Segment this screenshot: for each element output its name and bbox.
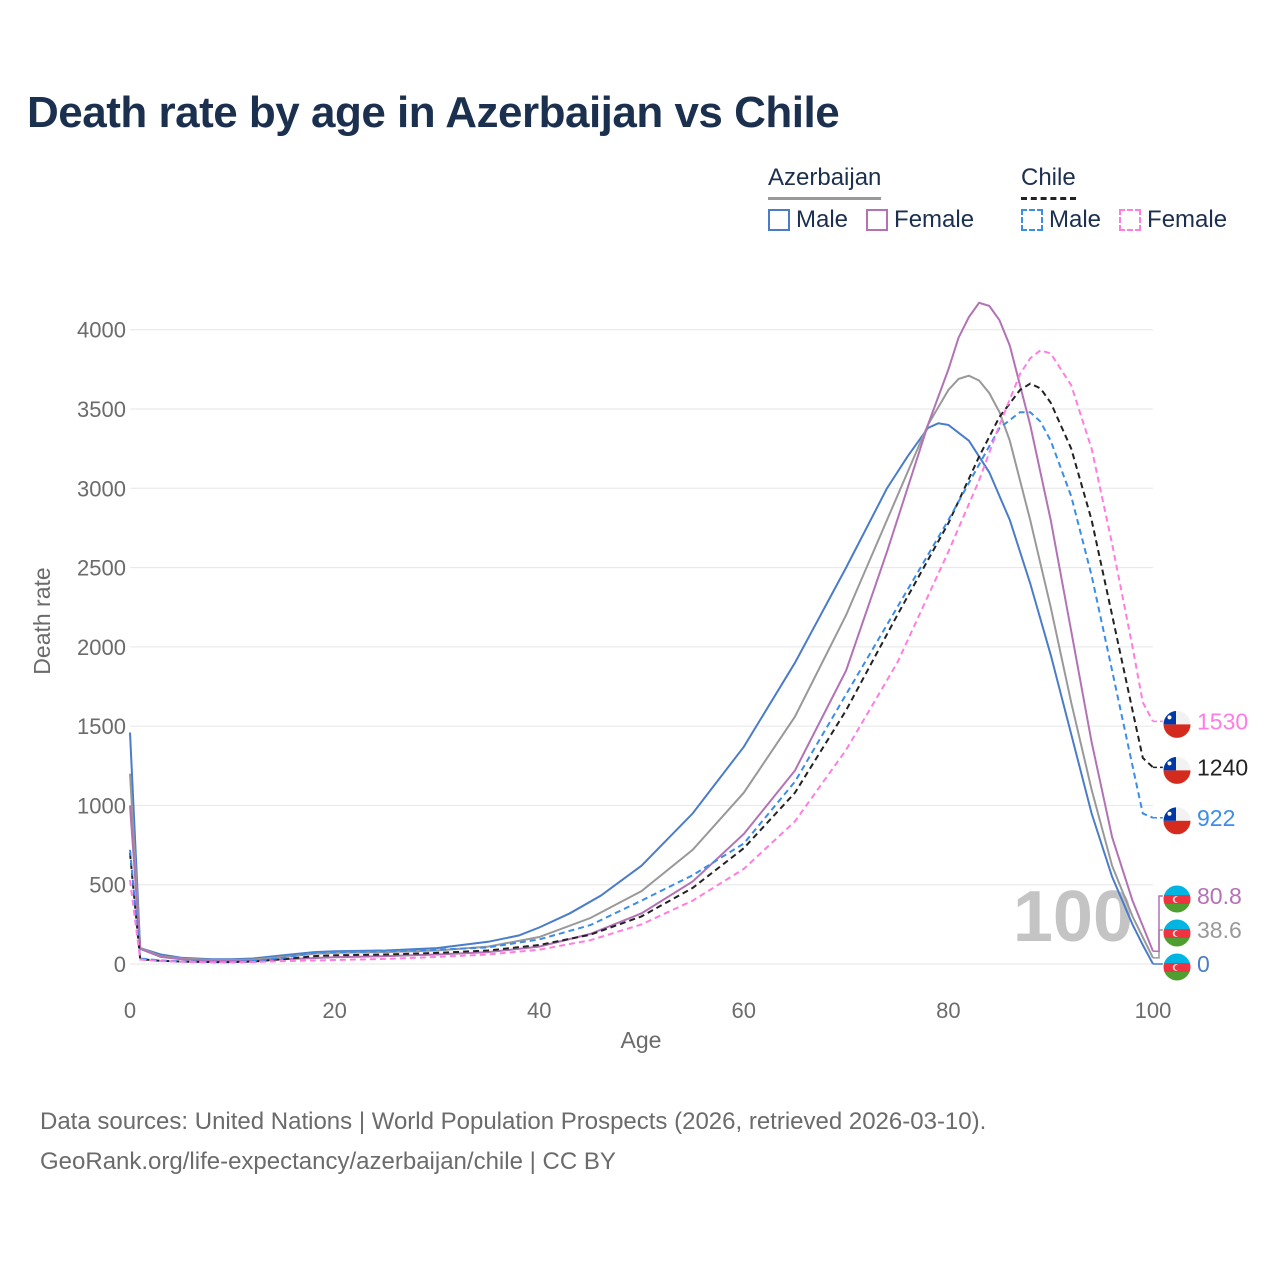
y-tick-label: 2500 bbox=[77, 556, 126, 581]
azerbaijan-flag-icon bbox=[1163, 953, 1191, 981]
x-axis-title: Age bbox=[621, 1027, 662, 1053]
legend-label: Female bbox=[894, 206, 975, 233]
x-tick-label: 100 bbox=[1135, 998, 1172, 1023]
y-tick-label: 0 bbox=[114, 952, 126, 977]
series-lines bbox=[129, 301, 1154, 965]
series-line-azerbaijan-total bbox=[129, 374, 1154, 961]
series-line-azerbaijan-female bbox=[129, 301, 1154, 962]
end-label-value: 0 bbox=[1197, 951, 1210, 977]
series-line-chile-female bbox=[129, 349, 1154, 964]
end-label-value: 80.8 bbox=[1197, 883, 1242, 909]
legend-label: Female bbox=[1147, 206, 1228, 233]
legend-item-chile-female[interactable]: Female bbox=[1119, 206, 1227, 234]
end-label-azerbaijan-female: 80.8 bbox=[1153, 883, 1242, 952]
legend-swatch-azerbaijan-female bbox=[866, 209, 889, 231]
legend-group-title-azerbaijan: Azerbaijan bbox=[768, 164, 882, 200]
y-tick-label: 3500 bbox=[77, 397, 126, 422]
x-tick-label: 20 bbox=[322, 998, 346, 1023]
y-tick-label: 500 bbox=[89, 873, 126, 898]
legend-item-chile-male[interactable]: Male bbox=[1021, 206, 1101, 234]
end-label-azerbaijan-male: 0 bbox=[1153, 951, 1210, 982]
footer-link[interactable]: GeoRank.org/life-expectancy/azerbaijan/c… bbox=[40, 1148, 616, 1175]
y-axis: 0 500 1000 1500 2000 2500 3000 3500 4000 bbox=[77, 318, 126, 977]
end-labels: 0 38.6 80.8 922 1240 1530 bbox=[1153, 708, 1248, 982]
y-tick-label: 1500 bbox=[77, 714, 126, 739]
x-tick-label: 40 bbox=[527, 998, 551, 1023]
azerbaijan-flag-icon bbox=[1163, 885, 1191, 913]
y-axis-title: Death rate bbox=[29, 567, 55, 674]
end-label-value: 1530 bbox=[1197, 708, 1248, 734]
legend-group-title-chile: Chile bbox=[1021, 164, 1076, 200]
legend-swatch-chile-male bbox=[1021, 209, 1043, 231]
end-label-azerbaijan-total: 38.6 bbox=[1153, 917, 1242, 959]
legend-row: Male Female bbox=[768, 206, 992, 234]
legend-label: Male bbox=[1049, 206, 1102, 233]
end-label-chile-total: 1240 bbox=[1153, 754, 1248, 785]
x-axis: 0 20 40 60 80 100 bbox=[124, 998, 1171, 1023]
x-tick-label: 60 bbox=[732, 998, 756, 1023]
y-tick-label: 4000 bbox=[77, 318, 126, 343]
grid-lines bbox=[130, 329, 1153, 965]
legend-swatch-chile-female bbox=[1119, 209, 1142, 231]
legend-item-azerbaijan-female[interactable]: Female bbox=[866, 206, 974, 234]
watermark-age: 100 bbox=[1013, 877, 1133, 957]
legend-row: Male Female bbox=[1021, 206, 1245, 234]
azerbaijan-flag-icon bbox=[1163, 919, 1191, 947]
footer-source: Data sources: United Nations | World Pop… bbox=[40, 1108, 987, 1135]
end-label-chile-male: 922 bbox=[1153, 805, 1235, 836]
chile-flag-icon bbox=[1163, 806, 1191, 835]
chile-flag-icon bbox=[1163, 756, 1191, 785]
end-label-leader bbox=[1153, 895, 1165, 952]
legend-swatch-azerbaijan-male bbox=[768, 209, 790, 231]
series-line-chile-total bbox=[129, 382, 1154, 964]
end-label-chile-female: 1530 bbox=[1153, 708, 1248, 739]
chart-title: Death rate by age in Azerbaijan vs Chile bbox=[27, 88, 840, 137]
legend-group-underline bbox=[1021, 197, 1076, 200]
x-tick-label: 0 bbox=[124, 998, 136, 1023]
end-label-value: 38.6 bbox=[1197, 917, 1242, 943]
y-tick-label: 2000 bbox=[77, 635, 126, 660]
legend-group-azerbaijan: Azerbaijan Male Female bbox=[768, 164, 974, 233]
legend-group-chile: Chile Male Female bbox=[1021, 164, 1227, 233]
end-label-value: 1240 bbox=[1197, 754, 1248, 780]
y-tick-label: 3000 bbox=[77, 476, 126, 501]
x-tick-label: 80 bbox=[936, 998, 960, 1023]
legend-item-azerbaijan-male[interactable]: Male bbox=[768, 206, 848, 234]
legend-label: Male bbox=[796, 206, 849, 233]
legend-group-underline bbox=[768, 197, 882, 200]
end-label-value: 922 bbox=[1197, 805, 1235, 831]
y-tick-label: 1000 bbox=[77, 793, 126, 818]
series-line-azerbaijan-male bbox=[129, 422, 1154, 965]
